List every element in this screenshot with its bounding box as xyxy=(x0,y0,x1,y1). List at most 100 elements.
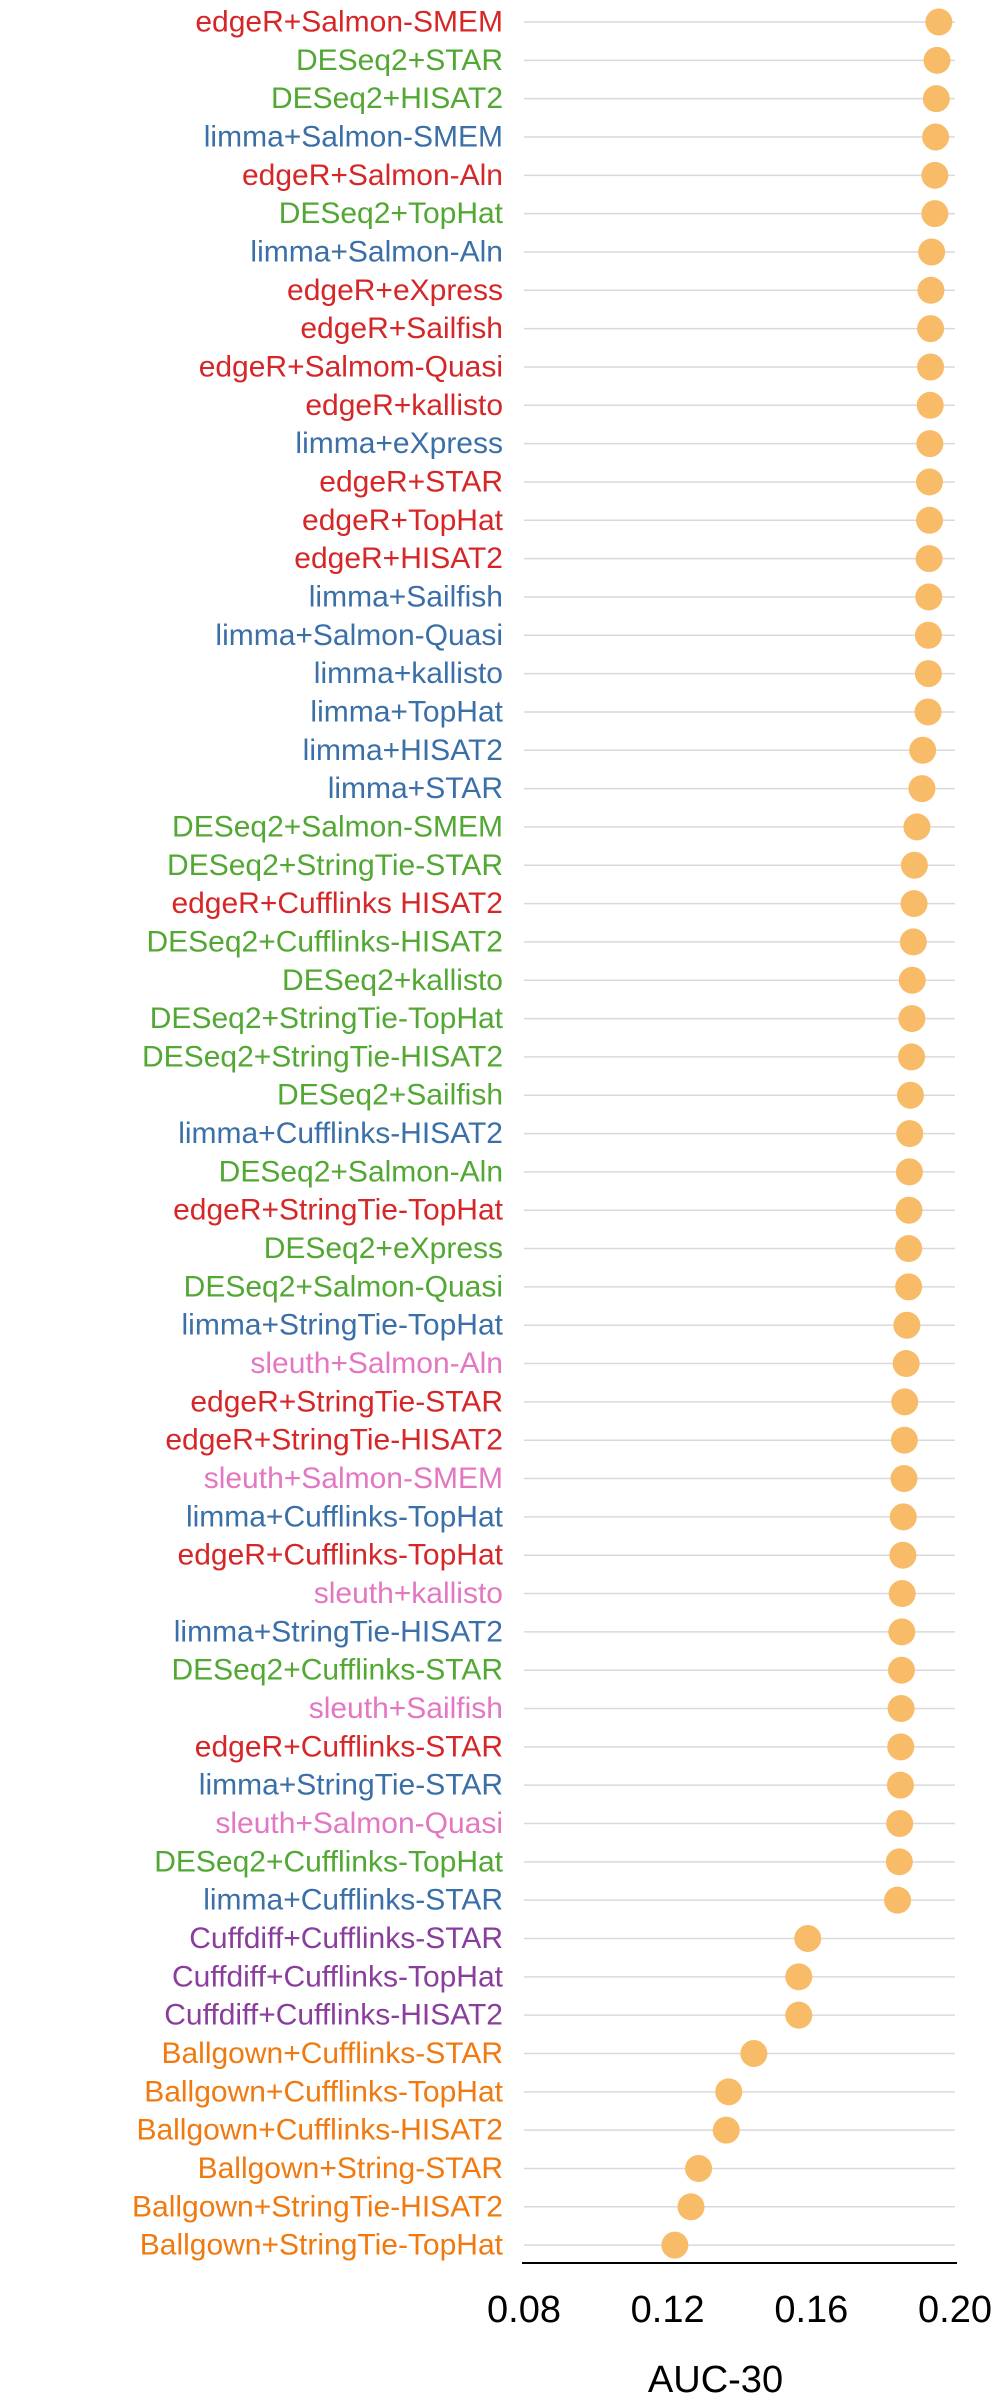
x-tick-label: 0.20 xyxy=(918,2289,992,2331)
data-point xyxy=(916,430,944,458)
category-label: limma+HISAT2 xyxy=(303,734,503,767)
category-label: edgeR+Cufflinks-STAR xyxy=(195,1730,503,1763)
category-label: edgeR+Salmon-SMEM xyxy=(195,6,503,39)
data-point xyxy=(785,2001,813,2029)
data-point xyxy=(914,621,942,649)
data-point xyxy=(895,1273,923,1301)
data-point xyxy=(891,1388,919,1416)
category-labels: edgeR+Salmon-SMEM DESeq2+STAR DESeq2+HISAT… xyxy=(132,6,504,2262)
category-label: sleuth+Sailfish xyxy=(309,1692,503,1725)
category-label: limma+Sailfish xyxy=(309,580,503,613)
category-label: DESeq2+kallisto xyxy=(282,964,503,997)
category-label: limma+StringTie-TopHat xyxy=(182,1309,504,1342)
data-point xyxy=(887,1656,915,1684)
data-point xyxy=(923,46,951,74)
data-point xyxy=(896,1120,924,1148)
data-point xyxy=(890,1426,918,1454)
category-label: edgeR+Salmon-Aln xyxy=(242,159,503,192)
data-point xyxy=(909,736,937,764)
data-point xyxy=(740,2039,768,2067)
category-label: Ballgown+Cufflinks-TopHat xyxy=(144,2075,503,2108)
data-point xyxy=(889,1541,917,1569)
x-tick-label: 0.12 xyxy=(631,2289,705,2331)
category-label: edgeR+Cufflinks HISAT2 xyxy=(171,887,503,920)
data-point xyxy=(888,1618,916,1646)
category-label: Ballgown+StringTie-HISAT2 xyxy=(132,2190,503,2223)
category-label: Ballgown+Cufflinks-HISAT2 xyxy=(136,2114,503,2147)
category-label: DESeq2+eXpress xyxy=(264,1232,503,1265)
data-point xyxy=(884,1886,912,1914)
data-point xyxy=(886,1810,914,1838)
data-point xyxy=(917,353,945,381)
data-point xyxy=(915,545,943,573)
data-point xyxy=(921,161,949,189)
data-point xyxy=(685,2154,713,2182)
data-point xyxy=(794,1925,822,1952)
category-label: limma+Cufflinks-HISAT2 xyxy=(178,1117,503,1150)
data-point xyxy=(915,506,943,534)
data-point xyxy=(892,1350,920,1378)
category-label: Ballgown+StringTie-TopHat xyxy=(140,2229,504,2262)
category-label: sleuth+kallisto xyxy=(314,1577,503,1610)
category-label: edgeR+kallisto xyxy=(305,389,503,422)
data-point xyxy=(898,1043,926,1071)
data-point xyxy=(661,2231,689,2259)
category-label: Ballgown+String-STAR xyxy=(198,2152,503,2185)
data-point xyxy=(888,1580,916,1608)
data-point xyxy=(917,276,945,304)
data-point xyxy=(895,1235,923,1263)
category-label: edgeR+TopHat xyxy=(302,504,504,537)
data-point xyxy=(887,1695,915,1723)
category-label: edgeR+StringTie-HISAT2 xyxy=(165,1424,503,1457)
category-label: limma+kallisto xyxy=(314,657,503,690)
data-point xyxy=(915,468,943,496)
category-label: DESeq2+Salmon-Aln xyxy=(219,1155,503,1188)
category-label: sleuth+Salmon-Quasi xyxy=(215,1807,503,1840)
category-label: Ballgown+Cufflinks-STAR xyxy=(161,2037,503,2070)
data-point xyxy=(712,2116,740,2144)
data-point xyxy=(900,851,928,879)
x-tick-label: 0.08 xyxy=(487,2289,561,2331)
data-point xyxy=(785,1963,813,1991)
data-point xyxy=(887,1733,915,1761)
data-point xyxy=(900,890,928,918)
category-label: limma+StringTie-HISAT2 xyxy=(174,1615,503,1648)
category-label: limma+eXpress xyxy=(295,427,503,460)
category-label: DESeq2+StringTie-STAR xyxy=(167,849,503,882)
data-point xyxy=(885,1848,913,1876)
category-label: limma+Cufflinks-STAR xyxy=(203,1884,503,1917)
category-label: edgeR+StringTie-STAR xyxy=(190,1385,503,1418)
category-label: edgeR+Sailfish xyxy=(300,312,503,345)
data-point xyxy=(903,813,931,841)
category-label: limma+TopHat xyxy=(310,695,503,728)
data-point xyxy=(899,928,927,956)
category-label: limma+Salmon-Aln xyxy=(250,235,503,268)
category-label: DESeq2+Salmon-Quasi xyxy=(184,1270,503,1303)
data-point xyxy=(917,315,945,343)
category-label: edgeR+eXpress xyxy=(287,274,503,307)
category-label: edgeR+STAR xyxy=(319,465,503,498)
category-label: DESeq2+Cufflinks-TopHat xyxy=(154,1845,503,1878)
data-point xyxy=(889,1503,917,1531)
data-point xyxy=(677,2193,705,2221)
category-label: DESeq2+STAR xyxy=(296,44,503,77)
data-point xyxy=(896,1081,924,1109)
data-point xyxy=(898,966,926,994)
data-point xyxy=(914,660,942,688)
x-axis-ticks: 0.08 0.12 0.16 0.20 xyxy=(487,2289,992,2331)
category-label: limma+STAR xyxy=(328,772,503,805)
data-point xyxy=(922,85,950,113)
category-label: DESeq2+TopHat xyxy=(279,197,504,230)
category-label: edgeR+Salmom-Quasi xyxy=(199,350,503,383)
data-point xyxy=(922,123,950,151)
data-point xyxy=(898,1005,926,1033)
category-label: DESeq2+Sailfish xyxy=(277,1079,503,1112)
category-label: limma+StringTie-STAR xyxy=(199,1769,503,1802)
data-point xyxy=(915,583,943,611)
category-label: edgeR+HISAT2 xyxy=(294,542,503,575)
category-label: Cuffdiff+Cufflinks-HISAT2 xyxy=(164,1999,503,2032)
data-point xyxy=(918,238,946,266)
gridlines xyxy=(524,21,955,2246)
x-tick-label: 0.16 xyxy=(774,2289,848,2331)
